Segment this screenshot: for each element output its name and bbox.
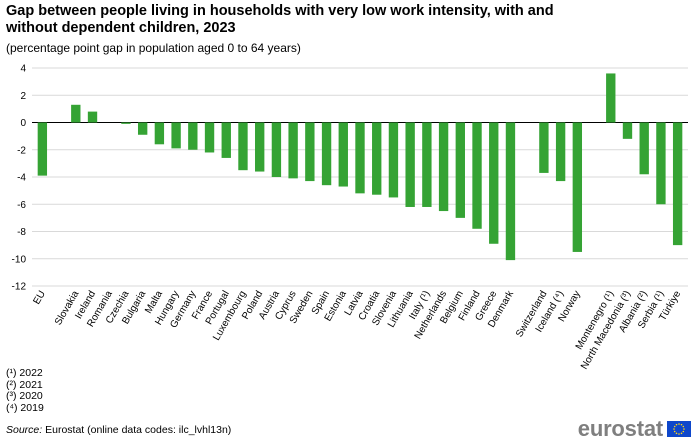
bar [456,123,465,218]
bar [656,123,665,205]
bar [339,123,348,187]
bar [489,123,498,244]
source-note: Source: Eurostat (online data codes: ilc… [6,424,231,436]
bar [272,123,281,178]
bar [222,123,231,158]
bar [255,123,264,172]
y-tick-label: 2 [20,91,26,102]
bar [155,123,164,145]
bar [623,123,632,139]
footnote: (³) 2020 [6,391,44,403]
bar [405,123,414,207]
bar [355,123,364,194]
eurostat-wordmark: eurostat [578,416,663,442]
bar [121,123,130,124]
bar [71,105,80,123]
y-tick-label: 0 [20,118,26,129]
source-label: Source: [6,424,42,436]
bar [573,123,582,252]
bar [188,123,197,150]
bar [673,123,682,246]
y-tick-label: -6 [17,200,26,211]
bar [439,123,448,212]
y-tick-label: 4 [20,64,26,75]
bar [38,123,47,176]
y-tick-label: -10 [12,254,27,265]
eu-flag-icon [667,421,691,437]
bar [305,123,314,182]
bar [556,123,565,182]
bar [238,123,247,171]
bar [472,123,481,229]
footnote: (⁴) 2019 [6,403,44,415]
y-tick-label: -12 [12,282,27,293]
bar [372,123,381,195]
y-tick-label: -2 [17,145,26,156]
source-text: Eurostat (online data codes: ilc_lvhl13n… [45,424,231,436]
y-tick-label: -8 [17,227,26,238]
bar [506,123,515,261]
bar [322,123,331,186]
y-tick-label: -4 [17,173,26,184]
bar [171,123,180,149]
bar [389,123,398,198]
x-tick-label: EU [31,289,47,307]
footnote: (¹) 2022 [6,368,44,380]
bar [606,73,615,122]
bar [138,123,147,135]
footnotes: (¹) 2022 (²) 2021 (³) 2020 (⁴) 2019 [6,368,44,414]
bar [539,123,548,173]
bar [288,123,297,179]
eurostat-logo: eurostat [578,416,691,442]
bar [88,112,97,123]
bar [422,123,431,207]
bar [640,123,649,175]
bar [205,123,214,153]
